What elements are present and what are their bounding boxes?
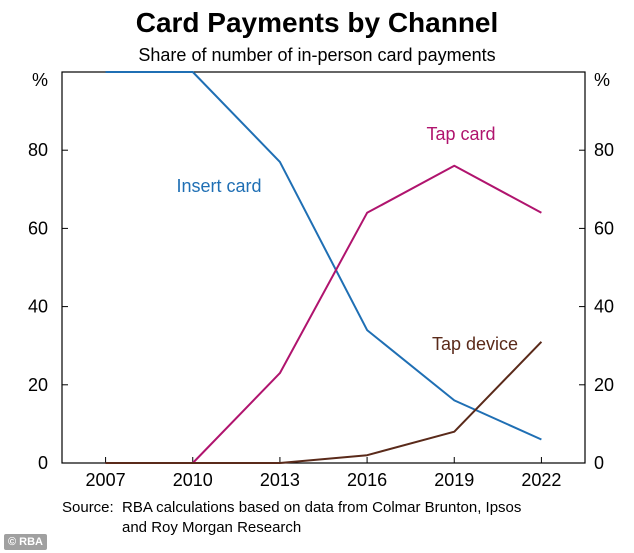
- series-label-tap-device: Tap device: [432, 334, 518, 354]
- y-tick-label-right: 20: [594, 375, 614, 395]
- source-note: Source: RBA calculations based on data fr…: [62, 498, 622, 538]
- y-tick-label-left: 80: [28, 140, 48, 160]
- y-unit-left: %: [32, 70, 48, 90]
- source-line-2: and Roy Morgan Research: [122, 519, 302, 536]
- y-tick-label-right: 40: [594, 297, 614, 317]
- series-line-tap-card: [105, 164, 542, 464]
- plot-frame: [61, 71, 586, 464]
- series-label-insert-card: Insert card: [176, 176, 261, 196]
- y-tick-label-right: 80: [594, 140, 614, 160]
- series-line-tap-device: [105, 341, 543, 464]
- x-tick-label: 2022: [521, 470, 561, 490]
- x-tick-label: 2016: [347, 470, 387, 490]
- y-tick-label-left: 0: [38, 453, 48, 473]
- y-tick-label-left: 60: [28, 218, 48, 238]
- chart-title: Card Payments by Channel: [135, 7, 499, 38]
- chart-subtitle: Share of number of in-person card paymen…: [138, 45, 496, 65]
- y-tick-label-left: 20: [28, 375, 48, 395]
- rba-logo: © RBA: [4, 534, 47, 550]
- y-unit-right: %: [594, 70, 610, 90]
- y-tick-label-left: 40: [28, 297, 48, 317]
- series-line-insert-card: [105, 71, 542, 441]
- x-tick-label: 2013: [260, 470, 300, 490]
- series-label-tap-card: Tap card: [426, 124, 495, 144]
- source-line-1: RBA calculations based on data from Colm…: [122, 499, 522, 516]
- x-tick-label: 2010: [173, 470, 213, 490]
- y-tick-label-right: 0: [594, 453, 604, 473]
- y-tick-label-right: 60: [594, 218, 614, 238]
- x-tick-label: 2019: [434, 470, 474, 490]
- source-label: Source:: [62, 499, 114, 516]
- x-tick-label: 2007: [86, 470, 126, 490]
